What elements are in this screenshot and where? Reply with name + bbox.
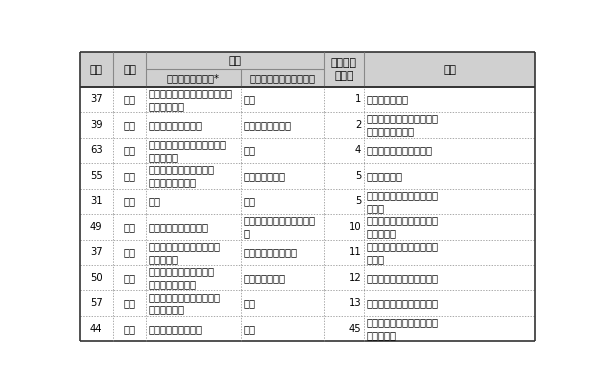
- Text: 63: 63: [90, 146, 103, 155]
- Text: 女性: 女性: [124, 171, 136, 181]
- Text: びまん性紅斑性発疹、顕著
な舌の腫れ: びまん性紅斑性発疹、顕著 な舌の腫れ: [367, 317, 439, 340]
- Text: ガドリニウム、ヨウ素: ガドリニウム、ヨウ素: [149, 222, 209, 232]
- Text: 末梢灌流の低下、持続性の
乾いた咳、吐き気: 末梢灌流の低下、持続性の 乾いた咳、吐き気: [367, 113, 439, 136]
- Text: 37: 37: [90, 247, 103, 257]
- Text: 50: 50: [90, 273, 103, 283]
- Text: 女性: 女性: [124, 298, 136, 308]
- Bar: [80, 214, 535, 240]
- Bar: [80, 265, 535, 291]
- Text: モルヒネ、コデイン: モルヒネ、コデイン: [149, 324, 203, 334]
- Text: 2: 2: [355, 120, 361, 130]
- Text: 眼窩周囲の浮腫、舌の腫れ: 眼窩周囲の浮腫、舌の腫れ: [367, 298, 439, 308]
- Text: 複数の不特定の環境およ
び食物アレルギー: 複数の不特定の環境およ び食物アレルギー: [149, 164, 215, 187]
- Text: 性別: 性別: [123, 65, 136, 75]
- Text: なし: なし: [244, 94, 256, 104]
- Text: ペニシリンとサルファ剤を
含む複数の薬: ペニシリンとサルファ剤を 含む複数の薬: [149, 292, 221, 315]
- Text: びまん性紅斑性発疹、舌の
腫れ、喘鳴: びまん性紅斑性発疹、舌の 腫れ、喘鳴: [367, 216, 439, 238]
- Text: 低血圧、喘鳴: 低血圧、喘鳴: [367, 171, 403, 181]
- Text: 49: 49: [90, 222, 103, 232]
- Text: 4: 4: [355, 146, 361, 155]
- Text: 45: 45: [349, 324, 361, 334]
- Bar: [80, 240, 535, 265]
- Text: 1: 1: [355, 94, 361, 104]
- Text: あり、静脈内造影剤: あり、静脈内造影剤: [244, 247, 298, 257]
- Text: ペニシリン、アロエ: ペニシリン、アロエ: [149, 120, 203, 130]
- Text: 12: 12: [349, 273, 361, 283]
- Text: 5: 5: [355, 196, 361, 206]
- Bar: [80, 112, 535, 138]
- Text: なし: なし: [244, 298, 256, 308]
- Text: 一般的な蕁麻疹の発疹、舌
の腫れ: 一般的な蕁麻疹の発疹、舌 の腫れ: [367, 241, 439, 264]
- Bar: [80, 87, 535, 112]
- Text: 31: 31: [90, 196, 103, 206]
- Text: 眼窩周囲の浮腫、吐き気: 眼窩周囲の浮腫、吐き気: [367, 146, 433, 155]
- Text: 女性: 女性: [124, 324, 136, 334]
- Bar: [80, 291, 535, 316]
- Text: なし: なし: [244, 196, 256, 206]
- Text: なし: なし: [244, 146, 256, 155]
- Text: なし: なし: [149, 196, 161, 206]
- Text: 女性: 女性: [124, 196, 136, 206]
- Text: 44: 44: [90, 324, 103, 334]
- Text: 詳細不明の静脈内造影剤、
ペニシリン: 詳細不明の静脈内造影剤、 ペニシリン: [149, 241, 221, 264]
- Text: 女性: 女性: [124, 120, 136, 130]
- Text: 発症時間
（分）: 発症時間 （分）: [331, 58, 357, 81]
- Text: 女性: 女性: [124, 146, 136, 155]
- Text: アレルギーの既往*: アレルギーの既往*: [167, 73, 220, 83]
- Text: ペニシリン、フェニトイン、イ
ブプロフェン: ペニシリン、フェニトイン、イ ブプロフェン: [149, 88, 233, 111]
- Text: 女性: 女性: [124, 222, 136, 232]
- Text: 57: 57: [90, 298, 103, 308]
- Text: 5: 5: [355, 171, 361, 181]
- Text: 既往: 既往: [229, 56, 242, 66]
- Bar: [80, 163, 535, 188]
- Text: アセトアミノフェン、アジス
ロマイシン: アセトアミノフェン、アジス ロマイシン: [149, 139, 227, 162]
- Text: 女性: 女性: [124, 94, 136, 104]
- Text: 10: 10: [349, 222, 361, 232]
- Text: 13: 13: [349, 298, 361, 308]
- Text: 呼吸不全、嘔吐: 呼吸不全、嘔吐: [367, 94, 409, 104]
- Text: 55: 55: [90, 171, 103, 181]
- Text: 症状: 症状: [443, 65, 456, 75]
- Text: あり、ガドリニウム、ヨウ
素: あり、ガドリニウム、ヨウ 素: [244, 216, 316, 238]
- Text: 37: 37: [90, 94, 103, 104]
- Bar: [80, 188, 535, 214]
- Text: 年齢: 年齢: [90, 65, 103, 75]
- Text: 11: 11: [349, 247, 361, 257]
- Text: 女性: 女性: [124, 273, 136, 283]
- Text: 女性: 女性: [124, 247, 136, 257]
- Bar: [80, 52, 535, 87]
- Text: あり、詳細不明: あり、詳細不明: [244, 171, 286, 181]
- Text: なし: なし: [244, 324, 256, 334]
- Bar: [80, 138, 535, 163]
- Text: びまん性紅斑性発疹、喘鳴: びまん性紅斑性発疹、喘鳴: [367, 273, 439, 283]
- Bar: [80, 316, 535, 341]
- Text: アナフィラキシーの既往: アナフィラキシーの既往: [249, 73, 315, 83]
- Text: 39: 39: [90, 120, 103, 130]
- Text: びまん性紅斑性発疹、のど
の腫れ: びまん性紅斑性発疹、のど の腫れ: [367, 190, 439, 213]
- Text: あり、ペニシリン: あり、ペニシリン: [244, 120, 292, 130]
- Text: 不特定のアレルギーまた
はアレルギー反応: 不特定のアレルギーまた はアレルギー反応: [149, 266, 215, 289]
- Text: あり、詳細不明: あり、詳細不明: [244, 273, 286, 283]
